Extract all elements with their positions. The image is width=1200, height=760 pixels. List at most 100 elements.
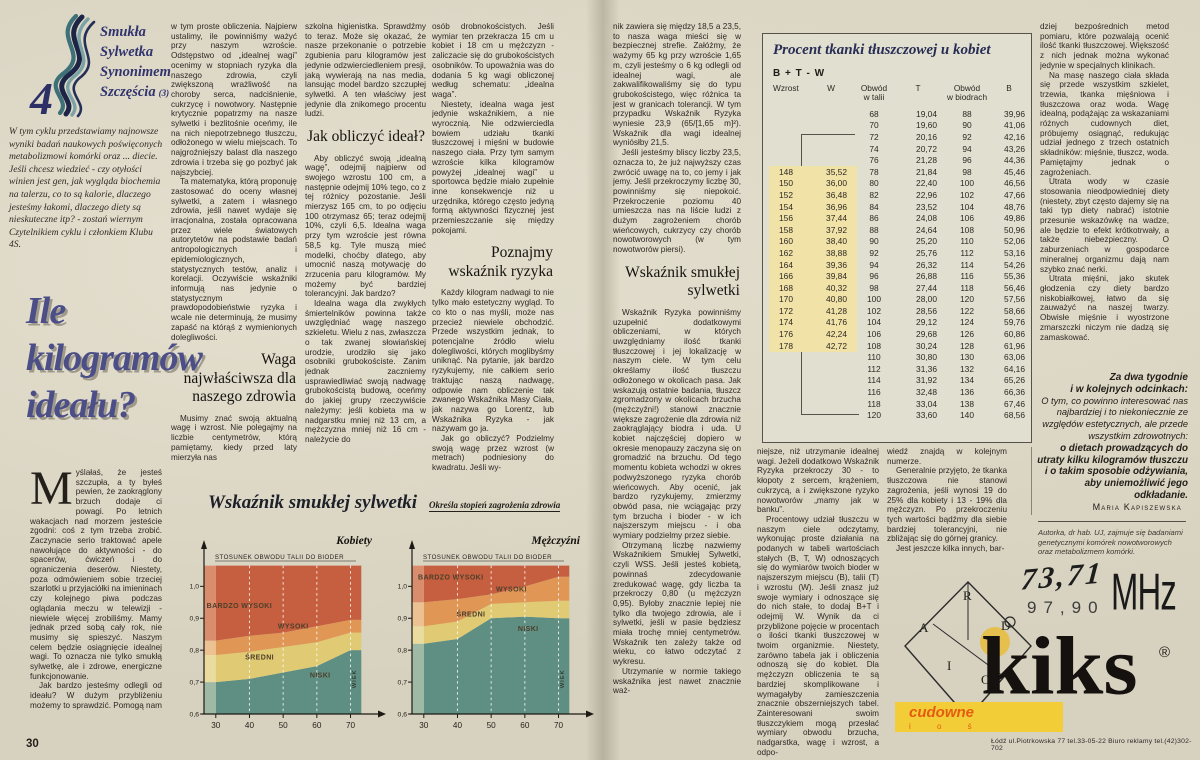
table-cell: 27,44 [916, 282, 937, 293]
table-cell: 21,28 [916, 155, 937, 166]
svg-text:50: 50 [279, 721, 289, 730]
table-cell: 136 [960, 387, 974, 398]
table-row: 156 37,44 86 24,08 106 49,86 [771, 212, 1025, 224]
svg-text:0,8: 0,8 [190, 648, 200, 655]
bracket-line [801, 134, 802, 166]
table-cell: 49,86 [1004, 213, 1025, 224]
table-cell: 36,96 [826, 201, 847, 212]
table-cell: 82 [869, 189, 879, 200]
table-body: 68 19,04 88 39,96 70 19,60 90 41,06 72 20,16 92 42,… [771, 108, 1025, 421]
chart-subtitle: Określa stopień zagrożenia zdrowia [429, 500, 561, 512]
table-column-header: T [915, 83, 921, 93]
table-cell: 138 [960, 398, 974, 409]
table-cell: 112 [867, 363, 881, 374]
table-cell: 92 [962, 131, 972, 142]
table-cell: 132 [960, 363, 974, 374]
table-cell: 60,86 [1004, 329, 1025, 340]
table-column-header: Obwód w talii [860, 83, 888, 102]
table-cell: 26,88 [916, 271, 937, 282]
text-column-5: nik zawiera się między 18,5 a 23,5, to n… [613, 22, 741, 696]
table-cell: 41,76 [826, 317, 847, 328]
svg-text:70: 70 [554, 721, 564, 730]
table-cell: 124 [960, 317, 974, 328]
table-cell: 44,36 [1004, 155, 1025, 166]
table-cell: 84 [869, 201, 879, 212]
table-row: 154 36,96 84 23,52 104 48,76 [771, 201, 1025, 213]
table-row: 74 20,72 94 43,26 [771, 143, 1025, 155]
text-column-2: w tym proste obliczenia. Najpierw ustali… [171, 22, 297, 462]
section-heading: Wskaźnik smukłej sylwetki [625, 263, 740, 300]
table-row: 168 40,32 98 27,44 118 56,46 [771, 282, 1025, 294]
ad-slogan-letters: i o ś [909, 722, 984, 731]
next-issue-teaser: Za dwa tygodnie i w kolejnych odcinkach:… [1032, 372, 1188, 502]
table-row: 162 38,88 92 25,76 112 53,16 [771, 247, 1025, 259]
table-header-row: Wzrost W Obwód w talii T Obwód w biodrach B [771, 84, 1025, 102]
table-cell: 68 [869, 108, 879, 119]
table-cell: 46,56 [1004, 178, 1025, 189]
table-title: Procent tkanki tłuszczowej u kobiet [773, 42, 991, 58]
table-cell: 122 [960, 305, 974, 316]
table-cell: 98 [962, 166, 972, 177]
author-footnote: Autorka, dr hab. UJ, zajmuje się badania… [1038, 528, 1183, 557]
table-cell: 48,76 [1004, 201, 1025, 212]
article-headline: Ile kilogramów ideału? [26, 290, 203, 426]
table-cell: 160 [779, 236, 793, 247]
page-gutter [586, 0, 620, 760]
table-cell: 39,36 [826, 259, 847, 270]
table-row: 148 35,52 78 21,84 98 45,46 [771, 166, 1025, 178]
svg-text:0,7: 0,7 [398, 679, 408, 686]
table-row: 72 20,16 92 42,16 [771, 131, 1025, 143]
table-cell: 90 [869, 236, 879, 247]
waist-hip-ratio-chart: 1,0 0,9 0,8 0,7 0,6 30 40 50 60 70 Kobiety STOSUNEK… [190, 535, 594, 730]
teaser-body: O tym, co powinno interesować nas najbar… [1041, 395, 1188, 441]
svg-text:30: 30 [211, 721, 221, 730]
table-cell: 106 [867, 329, 881, 340]
teaser-emphasis: o dietach prowadzących do utraty kilku k… [1037, 442, 1188, 501]
table-cell: 178 [779, 340, 793, 351]
table-cell: 41,06 [1004, 120, 1025, 131]
table-cell: 154 [779, 201, 793, 212]
table-cell: 26,32 [916, 259, 937, 270]
table-cell: 29,12 [916, 317, 937, 328]
radio-letter: A [919, 620, 929, 635]
section-heading: Jak obliczyć ideał? [307, 128, 425, 146]
chart-title: Wskaźnik smukłej sylwetki [208, 492, 418, 513]
table-cell: 25,20 [916, 236, 937, 247]
radio-letter: I [947, 658, 952, 673]
table-column-header: W [827, 83, 835, 93]
bracket-line [801, 352, 802, 415]
column-rule [1031, 447, 1032, 515]
table-cell: 152 [779, 189, 793, 200]
section-heading: Poznajmy wskaźnik ryzyka [448, 244, 553, 280]
svg-text:ŚREDNI: ŚREDNI [457, 610, 486, 619]
table-cell: 40,32 [826, 282, 847, 293]
ad-slogan: cudowne [909, 704, 975, 721]
table-cell: 174 [779, 317, 793, 328]
table-cell: 33,04 [916, 398, 937, 409]
table-cell: 72 [869, 131, 879, 142]
table-cell: 29,68 [916, 329, 937, 340]
svg-text:0,9: 0,9 [190, 616, 200, 623]
table-cell: 100 [960, 178, 974, 189]
radio-letter: R [963, 588, 972, 603]
series-title-line: Szczęścia (3) [100, 84, 170, 100]
table-cell: 88 [962, 108, 972, 119]
table-cell: 120 [960, 294, 974, 305]
svg-text:BARDZO WYSOKI: BARDZO WYSOKI [207, 603, 272, 610]
svg-text:STOSUNEK OBWODU TALII DO BIODE: STOSUNEK OBWODU TALII DO BIODER [423, 554, 552, 561]
table-row: 174 41,76 104 29,12 124 59,76 [771, 317, 1025, 329]
table-row: 112 31,36 132 64,16 [771, 363, 1025, 375]
table-row: 176 42,24 106 29,68 126 60,86 [771, 328, 1025, 340]
table-cell: 23,52 [916, 201, 937, 212]
table-cell: 63,06 [1004, 352, 1025, 363]
table-cell: 45,46 [1004, 166, 1025, 177]
table-cell: 166 [779, 271, 793, 282]
table-cell: 94 [869, 259, 879, 270]
table-cell: 61,96 [1004, 340, 1025, 351]
table-cell: 57,56 [1004, 294, 1025, 305]
table-cell: 86 [869, 213, 879, 224]
table-cell: 58,66 [1004, 305, 1025, 316]
table-cell: 98 [869, 282, 879, 293]
svg-text:BARDZO WYSOKI: BARDZO WYSOKI [418, 574, 483, 581]
